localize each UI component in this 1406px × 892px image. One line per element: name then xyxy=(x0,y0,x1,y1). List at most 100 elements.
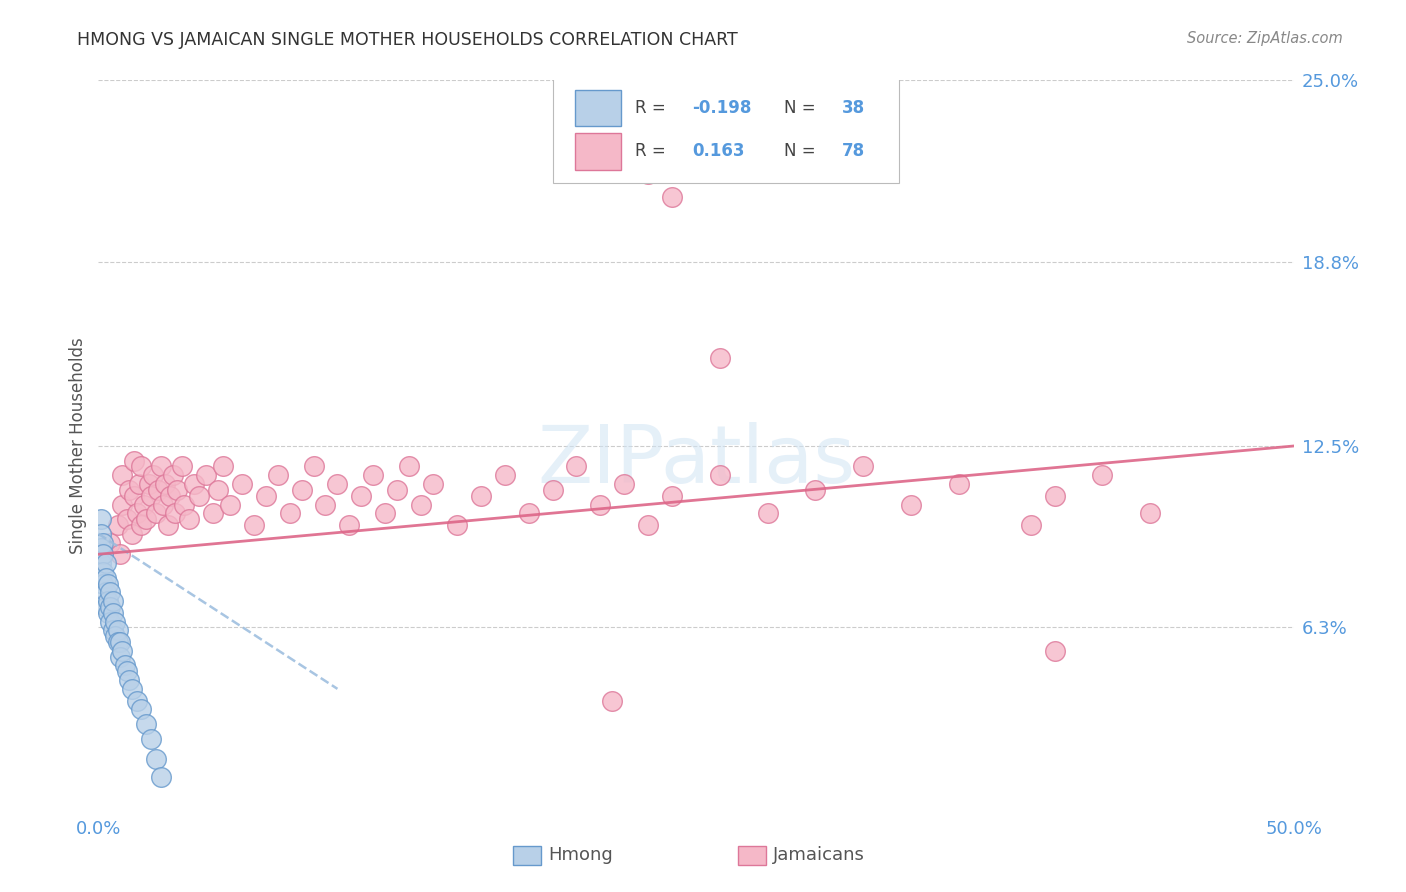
Point xyxy=(756,506,779,520)
Point xyxy=(101,594,124,608)
Point xyxy=(172,459,194,474)
Point xyxy=(422,477,444,491)
Point xyxy=(138,477,160,491)
Point xyxy=(637,518,659,533)
Point xyxy=(104,629,127,643)
Point xyxy=(339,518,361,533)
Point xyxy=(152,498,174,512)
Point xyxy=(139,731,162,746)
Text: R =: R = xyxy=(636,143,676,161)
Point xyxy=(139,489,162,503)
Point xyxy=(118,483,141,497)
Text: N =: N = xyxy=(785,99,821,117)
Point xyxy=(135,512,157,526)
Text: N =: N = xyxy=(785,143,821,161)
Point xyxy=(207,483,229,497)
Point xyxy=(948,477,970,491)
Point xyxy=(661,489,683,503)
Point xyxy=(159,489,181,503)
Point xyxy=(145,752,167,766)
Point xyxy=(97,576,120,591)
Text: ZIPatlas: ZIPatlas xyxy=(537,422,855,500)
Point xyxy=(1139,506,1161,520)
Point xyxy=(115,665,138,679)
Text: Source: ZipAtlas.com: Source: ZipAtlas.com xyxy=(1187,31,1343,46)
Point xyxy=(195,468,218,483)
Point xyxy=(125,693,148,707)
Point xyxy=(111,644,134,658)
Point xyxy=(541,483,564,497)
Text: 0.163: 0.163 xyxy=(692,143,745,161)
Point xyxy=(91,565,114,579)
Point xyxy=(350,489,373,503)
Point xyxy=(108,649,131,664)
Point xyxy=(1091,468,1114,483)
Point xyxy=(124,453,146,467)
Point xyxy=(291,483,314,497)
FancyBboxPatch shape xyxy=(553,77,900,183)
Point xyxy=(125,506,148,520)
Point xyxy=(374,506,396,520)
Text: 38: 38 xyxy=(842,99,865,117)
Point xyxy=(94,571,117,585)
Point xyxy=(398,459,420,474)
Point xyxy=(166,483,188,497)
Point xyxy=(470,489,492,503)
Point xyxy=(709,468,731,483)
Point xyxy=(231,477,253,491)
Text: Jamaicans: Jamaicans xyxy=(773,847,865,864)
Point xyxy=(162,468,184,483)
Point xyxy=(101,606,124,620)
Point xyxy=(219,498,242,512)
Point xyxy=(97,606,120,620)
Point xyxy=(446,518,468,533)
Point xyxy=(187,489,209,503)
Point xyxy=(156,518,179,533)
FancyBboxPatch shape xyxy=(575,89,620,126)
Point xyxy=(589,498,612,512)
Point xyxy=(98,535,122,549)
Point xyxy=(131,702,153,716)
Point xyxy=(243,518,266,533)
Point xyxy=(124,489,146,503)
Point xyxy=(326,477,349,491)
Point xyxy=(91,576,114,591)
Point xyxy=(94,599,117,614)
Point xyxy=(98,615,122,629)
Point xyxy=(104,615,127,629)
Point xyxy=(107,624,129,638)
Point xyxy=(363,468,385,483)
Point xyxy=(183,477,205,491)
Point xyxy=(900,498,922,512)
Point xyxy=(97,594,120,608)
Point xyxy=(211,459,233,474)
Point xyxy=(128,477,150,491)
Point xyxy=(115,512,138,526)
Point xyxy=(131,518,153,533)
Point xyxy=(108,635,131,649)
Point xyxy=(804,483,827,497)
Point xyxy=(114,658,136,673)
FancyBboxPatch shape xyxy=(575,133,620,169)
Point xyxy=(121,526,143,541)
Point xyxy=(90,526,112,541)
Point xyxy=(111,498,134,512)
Point xyxy=(385,483,409,497)
Text: Hmong: Hmong xyxy=(548,847,613,864)
Point xyxy=(315,498,337,512)
Point xyxy=(145,506,167,520)
Point xyxy=(121,681,143,696)
Y-axis label: Single Mother Households: Single Mother Households xyxy=(69,338,87,554)
Point xyxy=(163,506,186,520)
Point xyxy=(90,512,112,526)
Point xyxy=(131,459,153,474)
Point xyxy=(565,459,588,474)
Point xyxy=(302,459,325,474)
Point xyxy=(254,489,277,503)
Point xyxy=(202,506,225,520)
Point xyxy=(149,770,172,784)
Point xyxy=(98,599,122,614)
Point xyxy=(111,468,134,483)
Point xyxy=(149,459,172,474)
Point xyxy=(101,624,124,638)
